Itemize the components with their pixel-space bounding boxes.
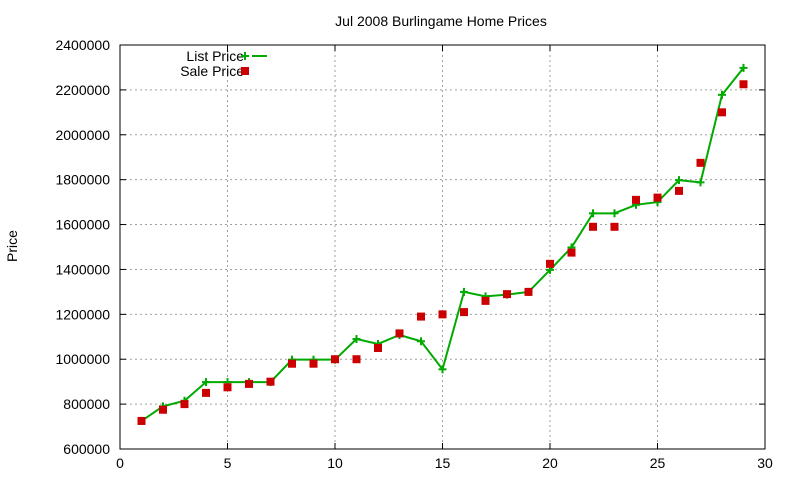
point-sale-price xyxy=(438,310,447,319)
point-sale-price xyxy=(202,388,210,397)
point-sale-price xyxy=(696,158,705,167)
point-sale-price xyxy=(524,287,533,296)
point-list-price xyxy=(718,90,726,99)
x-tick-label: 15 xyxy=(435,455,451,471)
x-tick-label: 30 xyxy=(757,455,773,471)
point-list-price xyxy=(352,335,361,344)
point-sale-price xyxy=(610,222,619,231)
x-tick-label: 25 xyxy=(650,455,666,471)
point-sale-price xyxy=(223,383,232,392)
point-sale-price xyxy=(546,259,554,268)
y-tick-label: 1600000 xyxy=(55,217,110,233)
chart-title: Jul 2008 Burlingame Home Prices xyxy=(335,13,547,29)
point-list-price xyxy=(675,176,683,185)
point-list-price xyxy=(696,178,705,187)
plot-frame xyxy=(119,44,766,450)
point-sale-price xyxy=(653,193,662,202)
point-list-price xyxy=(739,63,748,72)
point-sale-price xyxy=(739,80,748,89)
y-tick-label: 1000000 xyxy=(55,351,110,367)
point-sale-price xyxy=(632,195,640,204)
point-sale-price xyxy=(718,108,726,117)
point-sale-price xyxy=(137,416,146,425)
point-sale-price xyxy=(180,400,189,409)
series-layer xyxy=(137,63,748,425)
point-sale-price xyxy=(331,355,339,364)
point-list-price xyxy=(202,378,210,387)
y-tick-label: 2200000 xyxy=(55,82,110,98)
point-sale-price xyxy=(245,379,253,388)
x-tick-label: 0 xyxy=(116,455,124,471)
legend-marker-list-price xyxy=(241,52,249,60)
point-sale-price xyxy=(352,355,361,364)
y-axis-label: Price xyxy=(4,230,20,262)
point-sale-price xyxy=(288,359,296,368)
point-sale-price xyxy=(159,405,167,414)
legend-marker-sale-price xyxy=(241,67,249,75)
x-tick-label: 5 xyxy=(224,455,232,471)
y-tick-label: 1200000 xyxy=(55,306,110,322)
point-list-price xyxy=(438,365,447,374)
point-list-price xyxy=(417,337,425,346)
point-sale-price xyxy=(675,186,683,195)
point-sale-price xyxy=(395,329,404,338)
point-list-price xyxy=(610,209,619,218)
y-tick-label: 2000000 xyxy=(55,127,110,143)
legend-label-list-price: List Price xyxy=(186,48,244,64)
legend: List Price Sale Price xyxy=(180,48,267,79)
grid xyxy=(120,45,765,449)
point-sale-price xyxy=(567,248,576,257)
y-tick-label: 600000 xyxy=(63,441,110,457)
point-sale-price xyxy=(266,377,275,386)
y-tick-label: 2400000 xyxy=(55,37,110,53)
point-sale-price xyxy=(503,290,511,299)
x-tick-label: 10 xyxy=(327,455,343,471)
point-list-price xyxy=(460,287,468,296)
y-tick-label: 800000 xyxy=(63,396,110,412)
point-sale-price xyxy=(481,296,490,305)
x-tick-label: 20 xyxy=(542,455,558,471)
point-sale-price xyxy=(589,222,597,231)
point-sale-price xyxy=(460,308,468,317)
point-sale-price xyxy=(309,359,318,368)
point-sale-price xyxy=(417,312,425,321)
legend-label-sale-price: Sale Price xyxy=(180,63,244,79)
point-sale-price xyxy=(374,344,382,352)
y-tick-label: 1400000 xyxy=(55,261,110,277)
y-tick-label: 1800000 xyxy=(55,172,110,188)
point-list-price xyxy=(589,209,597,218)
